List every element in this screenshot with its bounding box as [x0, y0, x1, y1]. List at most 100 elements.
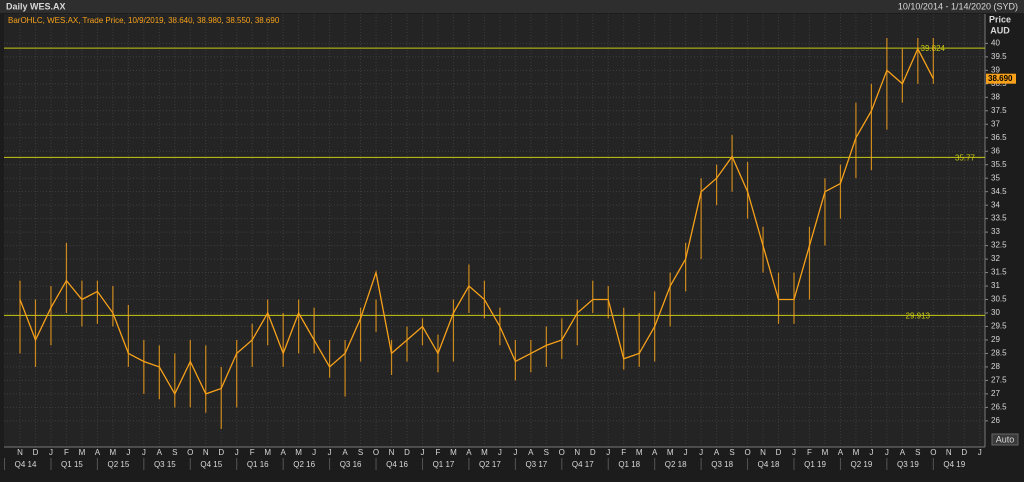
y-tick-label: 26 — [991, 416, 1000, 425]
x-tick-label: J — [312, 448, 316, 457]
x-tick-label: A — [900, 448, 906, 457]
y-tick-label: 31 — [991, 281, 1000, 290]
x-tick-label: F — [807, 448, 812, 457]
last-price-label: 38.690 — [988, 74, 1013, 83]
y-tick-label: 30.5 — [991, 295, 1007, 304]
x-tick-label: M — [450, 448, 457, 457]
x-tick-label: A — [528, 448, 534, 457]
y-tick-label: 36 — [991, 146, 1000, 155]
x-tick-label: J — [699, 448, 703, 457]
x-tick-label: O — [559, 448, 565, 457]
y-tick-label: 39 — [991, 65, 1000, 74]
x-tick-label: M — [110, 448, 117, 457]
x-tick-label: J — [126, 448, 130, 457]
x-tick-label: J — [513, 448, 517, 457]
x-tick-label: D — [33, 448, 39, 457]
x-tick-label: S — [358, 448, 363, 457]
x-tick-label: N — [760, 448, 766, 457]
y-tick-label: 31.5 — [991, 268, 1007, 277]
header-bar — [0, 0, 1024, 13]
quarter-label: Q1 18 — [618, 460, 640, 469]
y-tick-label: 32.5 — [991, 241, 1007, 250]
x-tick-label: D — [404, 448, 410, 457]
x-tick-label: J — [684, 448, 688, 457]
plot-area — [4, 14, 985, 447]
quarter-label: Q4 19 — [943, 460, 965, 469]
y-tick-label: 33.5 — [991, 214, 1007, 223]
quarter-label: Q2 17 — [479, 460, 501, 469]
y-tick-label: 27.5 — [991, 376, 1007, 385]
y-tick-label: 38 — [991, 92, 1000, 101]
x-tick-label: D — [218, 448, 224, 457]
y-tick-label: 34 — [991, 200, 1000, 209]
x-tick-label: A — [714, 448, 720, 457]
x-tick-label: M — [264, 448, 271, 457]
x-tick-label: O — [187, 448, 193, 457]
x-tick-label: M — [822, 448, 829, 457]
x-tick-label: M — [853, 448, 860, 457]
y-tick-label: 39.5 — [991, 52, 1007, 61]
y-axis-label: Price — [989, 14, 1011, 24]
quarter-label: Q4 18 — [758, 460, 780, 469]
y-tick-label: 29 — [991, 335, 1000, 344]
auto-button-label[interactable]: Auto — [996, 434, 1015, 444]
quarter-label: Q3 17 — [525, 460, 547, 469]
quarter-label: Q1 16 — [247, 460, 269, 469]
x-tick-label: M — [667, 448, 674, 457]
x-tick-label: J — [606, 448, 610, 457]
x-tick-label: N — [946, 448, 952, 457]
price-line — [19, 47, 934, 396]
quarter-label: Q1 17 — [433, 460, 455, 469]
quarter-label: Q4 17 — [572, 460, 594, 469]
x-tick-label: J — [142, 448, 146, 457]
x-tick-label: F — [436, 448, 441, 457]
y-tick-label: 28 — [991, 362, 1000, 371]
x-tick-label: A — [466, 448, 472, 457]
quarter-label: Q3 15 — [154, 460, 176, 469]
quarter-label: Q2 19 — [851, 460, 873, 469]
auto-button[interactable] — [991, 433, 1019, 446]
quarter-label: Q1 19 — [804, 460, 826, 469]
quarter-label: Q4 15 — [200, 460, 222, 469]
x-tick-label: D — [590, 448, 596, 457]
y-tick-label: 26.5 — [991, 402, 1007, 411]
quarter-label: Q2 18 — [665, 460, 687, 469]
x-tick-label: D — [776, 448, 782, 457]
quarter-label: Q3 19 — [897, 460, 919, 469]
x-tick-label: J — [420, 448, 424, 457]
quarter-label: Q4 14 — [15, 460, 37, 469]
last-price-tag — [986, 73, 1016, 84]
x-tick-label: M — [636, 448, 643, 457]
x-tick-label: F — [64, 448, 69, 457]
x-tick-label: N — [389, 448, 395, 457]
quarter-label: Q3 16 — [340, 460, 362, 469]
x-tick-label: J — [235, 448, 239, 457]
y-tick-label: 37.5 — [991, 106, 1007, 115]
y-tick-label: 35 — [991, 173, 1000, 182]
x-tick-label: S — [915, 448, 920, 457]
x-tick-label: A — [342, 448, 348, 457]
x-tick-label: J — [885, 448, 889, 457]
x-tick-label: N — [203, 448, 209, 457]
y-tick-label: 28.5 — [991, 349, 1007, 358]
x-tick-label: F — [250, 448, 255, 457]
quarter-label: Q2 15 — [108, 460, 130, 469]
y-axis-unit: AUD — [990, 25, 1010, 35]
y-tick-label: 30 — [991, 308, 1000, 317]
chart-title: Daily WES.AX — [6, 1, 66, 11]
y-tick-label: 32 — [991, 254, 1000, 263]
x-tick-label: D — [961, 448, 967, 457]
quarter-label: Q3 18 — [711, 460, 733, 469]
x-tick-label: N — [574, 448, 580, 457]
y-tick-label: 33 — [991, 227, 1000, 236]
y-tick-label: 27 — [991, 389, 1000, 398]
date-range: 10/10/2014 - 1/14/2020 (SYD) — [898, 1, 1018, 11]
x-tick-label: O — [930, 448, 936, 457]
y-tick-label: 37 — [991, 119, 1000, 128]
x-tick-label: J — [49, 448, 53, 457]
quarter-label: Q1 15 — [61, 460, 83, 469]
x-tick-label: M — [295, 448, 302, 457]
x-tick-label: F — [621, 448, 626, 457]
x-tick-label: J — [869, 448, 873, 457]
x-tick-label: J — [978, 448, 982, 457]
